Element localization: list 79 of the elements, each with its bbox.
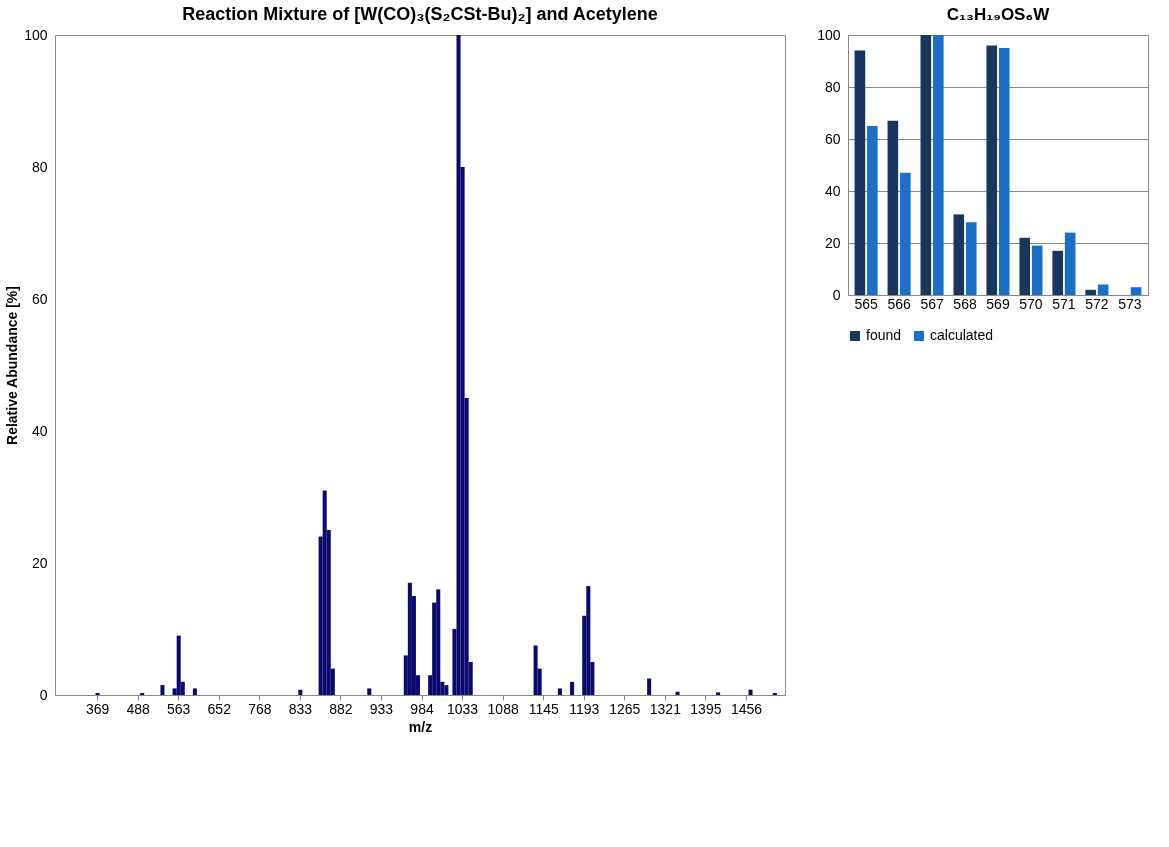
bar [953, 214, 965, 295]
y-tick-label: 40 [31, 422, 48, 439]
bar [867, 126, 878, 295]
chart-title: Reaction Mixture of [W(CO)₃(S₂CSt-Bu)₂] and Acetylene [182, 4, 658, 24]
x-tick-label: 573 [1118, 295, 1142, 312]
bar [647, 678, 652, 695]
bar [444, 685, 449, 695]
bar [933, 35, 944, 295]
bar [1085, 289, 1096, 295]
x-tick-label: 572 [1085, 295, 1109, 312]
x-tick-label: 1321 [649, 700, 682, 717]
bar [1064, 232, 1076, 295]
bar [456, 35, 461, 695]
x-tick-label: 652 [207, 700, 232, 717]
bar [160, 685, 165, 695]
bar [1130, 287, 1142, 295]
x-tick-label: 565 [854, 295, 879, 312]
y-tick-label: 80 [824, 78, 841, 95]
y-tick-label: 100 [817, 26, 841, 43]
bar [1031, 245, 1043, 295]
x-tick-label: 563 [167, 700, 191, 717]
x-tick-label: 568 [953, 295, 977, 312]
bar [675, 691, 680, 695]
bar [1052, 250, 1063, 295]
x-tick-label: 768 [248, 700, 272, 717]
bar [998, 48, 1010, 295]
y-tick-label: 100 [24, 26, 48, 43]
legend-label: calculated [930, 327, 994, 343]
x-tick-label: 488 [126, 700, 151, 717]
bar [192, 688, 197, 695]
y-tick-label: 0 [39, 686, 48, 703]
y-tick-label: 60 [31, 290, 48, 307]
x-tick-label: 571 [1052, 295, 1076, 312]
x-tick-label: 984 [410, 700, 434, 717]
x-tick-label: 1088 [487, 700, 519, 717]
x-tick-label: 882 [329, 700, 353, 717]
legend-label: found [866, 327, 902, 343]
y-tick-label: 40 [824, 182, 841, 199]
x-axis-title: m/z [408, 718, 433, 735]
x-tick-label: 933 [369, 700, 394, 717]
bar [322, 490, 327, 695]
x-tick-label: 1193 [569, 700, 600, 717]
y-axis-title: Relative Abundance [%] [4, 286, 21, 445]
bar [298, 689, 303, 695]
bar [854, 50, 866, 295]
bar [986, 45, 998, 295]
bar [570, 681, 575, 695]
bar [367, 688, 372, 695]
bar [716, 692, 721, 695]
bar [920, 35, 932, 295]
x-tick-label: 1033 [447, 700, 479, 717]
x-tick-label: 1265 [609, 700, 641, 717]
y-tick-label: 80 [31, 158, 48, 175]
y-tick-label: 20 [824, 234, 841, 251]
x-tick-label: 1395 [690, 700, 722, 717]
bar [407, 582, 412, 695]
x-tick-label: 369 [85, 700, 110, 717]
chart-title: C₁₃H₁₉OS₆W [946, 5, 1051, 24]
bar [748, 689, 753, 695]
bar [1019, 237, 1031, 295]
y-tick-label: 0 [832, 286, 841, 303]
y-tick-label: 20 [31, 554, 48, 571]
x-tick-label: 569 [986, 295, 1010, 312]
x-tick-label: 1456 [730, 700, 763, 717]
bar [436, 589, 441, 695]
bar [557, 688, 562, 695]
bar [1097, 284, 1109, 295]
bar [900, 172, 911, 295]
x-tick-label: 570 [1019, 295, 1043, 312]
x-tick-label: 567 [920, 295, 944, 312]
x-tick-label: 833 [288, 700, 313, 717]
bar [586, 586, 591, 695]
x-tick-label: 1145 [528, 700, 559, 717]
bar [887, 120, 899, 295]
y-tick-label: 60 [824, 130, 841, 147]
bar [176, 635, 181, 695]
bar [965, 222, 977, 295]
x-tick-label: 566 [887, 295, 911, 312]
bar [533, 645, 538, 695]
